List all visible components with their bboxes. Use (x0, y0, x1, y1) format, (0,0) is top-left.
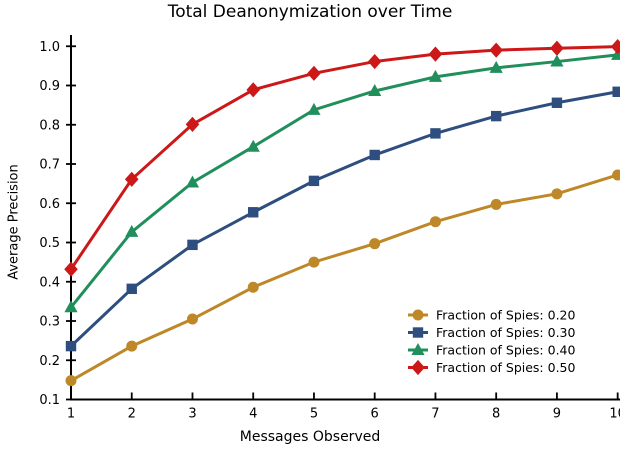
series-point-1 (65, 340, 77, 352)
series-point-3 (124, 171, 139, 187)
x-tick-label: 8 (492, 407, 500, 422)
legend-label-3: Fraction of Spies: 0.50 (436, 360, 576, 375)
chart-title: Total Deanonymization over Time (167, 2, 453, 22)
legend-marker-3 (411, 359, 425, 376)
y-tick-label: 0.4 (39, 275, 60, 290)
series-point-1 (612, 86, 620, 97)
series-point-3 (185, 116, 200, 132)
series-point-2 (307, 102, 321, 115)
series-point-1 (490, 110, 502, 122)
y-axis-label: Average Precision (6, 164, 22, 280)
x-tick-label: 5 (310, 407, 318, 422)
series-point-3 (367, 53, 382, 70)
x-tick-label: 6 (371, 407, 379, 422)
series-point-1 (248, 207, 259, 218)
series-point-3 (550, 40, 564, 56)
series-point-1 (369, 149, 380, 161)
legend-marker-1 (412, 327, 424, 338)
legend-label-1: Fraction of Spies: 0.30 (436, 325, 576, 340)
series-point-2 (489, 60, 503, 73)
x-axis-label: Messages Observed (239, 429, 381, 445)
series-point-0 (551, 188, 563, 200)
y-tick-label: 0.9 (39, 79, 60, 94)
series-point-3 (428, 46, 443, 62)
legend-marker-2 (411, 343, 425, 355)
series-point-2 (125, 224, 139, 237)
series-point-1 (430, 128, 441, 139)
series-point-2 (185, 175, 200, 188)
series-point-0 (490, 198, 502, 210)
series-point-1 (187, 239, 198, 251)
x-tick-label: 4 (249, 407, 257, 422)
series-point-1 (551, 97, 563, 108)
y-tick-label: 1.0 (39, 40, 60, 55)
x-tick-label: 9 (553, 407, 561, 422)
series-point-2 (368, 83, 382, 96)
x-tick-label: 3 (188, 407, 196, 422)
series-point-3 (64, 261, 78, 277)
x-tick-label: 10 (609, 407, 620, 422)
x-tick-label: 1 (67, 407, 75, 422)
series-point-0 (308, 256, 320, 268)
series-line-2 (69, 53, 618, 309)
y-tick-label: 0.3 (39, 315, 60, 330)
series-point-0 (429, 216, 441, 228)
series-point-2 (246, 139, 260, 152)
series-point-2 (64, 300, 78, 313)
x-tick-label: 2 (128, 407, 136, 422)
series-point-0 (65, 375, 77, 387)
legend-label-0: Fraction of Spies: 0.20 (436, 308, 576, 323)
series-line-3 (69, 45, 618, 271)
y-tick-label: 0.1 (39, 393, 60, 408)
series-point-0 (126, 340, 138, 352)
legend-label-2: Fraction of Spies: 0.40 (436, 343, 576, 358)
series-point-0 (247, 281, 259, 293)
series-point-0 (186, 313, 198, 325)
series-point-3 (246, 82, 261, 98)
series-point-2 (428, 69, 443, 82)
y-tick-label: 0.8 (39, 118, 60, 133)
x-tick-label: 7 (431, 407, 439, 422)
series-line-1 (69, 90, 618, 348)
legend-marker-0 (412, 309, 424, 321)
series-line-0 (70, 173, 619, 382)
series-point-3 (307, 65, 321, 81)
series-point-0 (612, 169, 620, 181)
series-point-3 (489, 42, 503, 58)
y-tick-label: 0.7 (39, 158, 60, 173)
series-point-3 (610, 39, 620, 55)
series-point-1 (126, 283, 137, 295)
y-tick-label: 0.6 (39, 197, 60, 212)
series-point-1 (308, 175, 320, 187)
series-point-2 (550, 54, 564, 67)
y-tick-label: 0.5 (39, 236, 60, 251)
series-point-0 (369, 238, 381, 250)
y-tick-label: 0.2 (39, 354, 60, 369)
